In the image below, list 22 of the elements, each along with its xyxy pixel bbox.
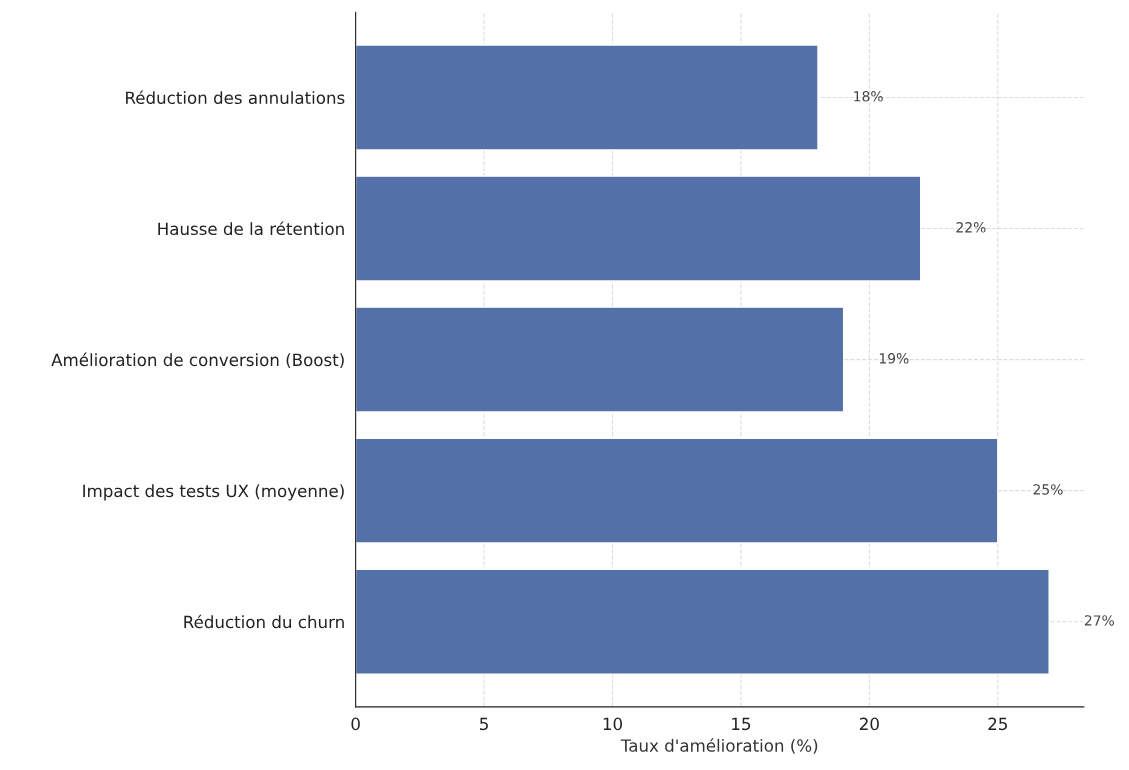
x-tick-label: 5	[480, 717, 488, 731]
y-tick-label: Réduction du churn	[184, 614, 344, 629]
data-label: 25%	[1033, 484, 1063, 495]
bar	[355, 175, 922, 282]
bar	[355, 437, 999, 544]
y-tick-label: Impact des tests UX (moyenne)	[83, 484, 344, 501]
y-tick-label: Hausse de la rétention	[158, 221, 344, 236]
bar	[355, 306, 845, 413]
data-label: 27%	[1084, 615, 1114, 626]
x-tick-label: 15	[732, 717, 751, 731]
bar	[355, 568, 1050, 675]
data-label: 22%	[956, 222, 986, 233]
bar	[355, 44, 819, 151]
x-axis-title: Taux d'amélioration (%)	[620, 738, 818, 754]
y-tick-label: Amélioration de conversion (Boost)	[51, 352, 344, 369]
x-tick-label: 0	[351, 717, 360, 731]
x-tick-label: 10	[603, 717, 622, 731]
data-label: 19%	[879, 353, 909, 364]
x-tick-label: 20	[859, 717, 879, 731]
y-tick-label: Réduction des annulations	[126, 90, 345, 105]
data-label: 18%	[854, 91, 883, 102]
x-tick-label: 25	[988, 717, 1007, 731]
